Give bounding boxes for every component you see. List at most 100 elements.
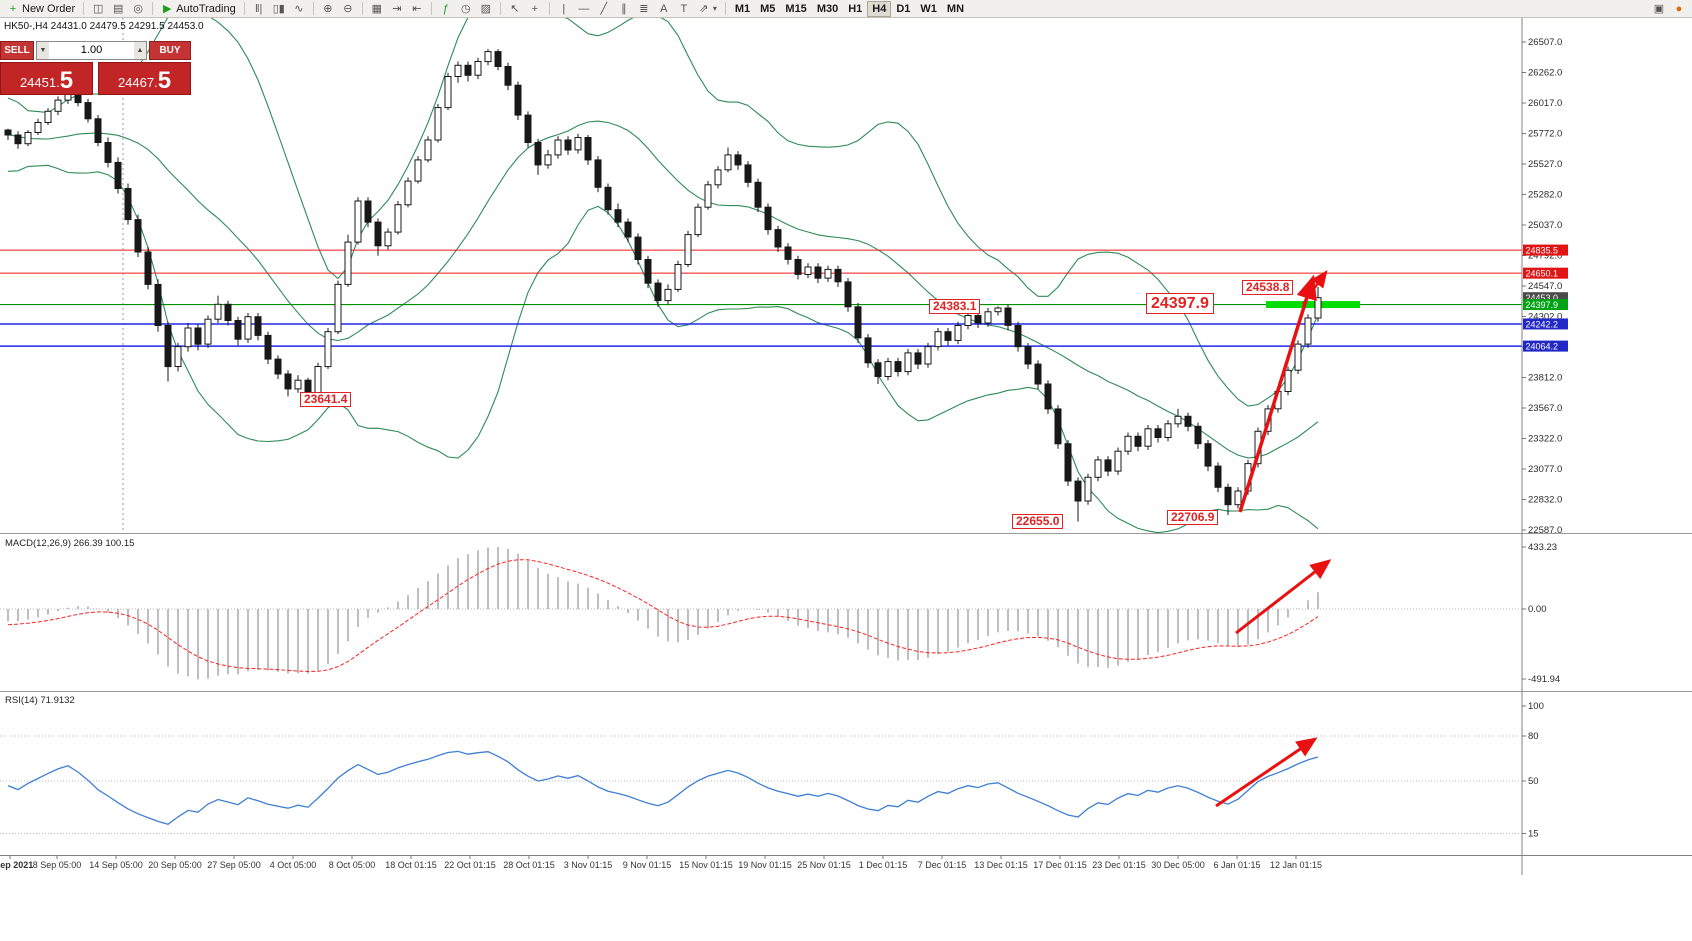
time-axis-label: 20 Sep 05:00 [148, 860, 202, 870]
price-annotation[interactable]: 23641.4 [300, 392, 352, 407]
trendline-button[interactable]: ╱ [594, 1, 614, 17]
candle [834, 268, 842, 283]
tf-m1[interactable]: M1 [730, 1, 755, 17]
tf-m30[interactable]: M30 [812, 1, 843, 17]
candle [704, 184, 712, 208]
tf-h4[interactable]: H4 [867, 0, 892, 17]
tf-d1[interactable]: D1 [891, 1, 915, 17]
volume-up-button[interactable]: ▲ [134, 42, 146, 59]
price-badge-label: 24835.5 [1526, 246, 1559, 256]
time-axis-label: 12 Jan 01:15 [1270, 860, 1322, 870]
profiles-button[interactable]: ▤ [108, 1, 128, 17]
candle [1004, 307, 1012, 326]
price-annotation[interactable]: 24538.8 [1242, 280, 1294, 295]
price-annotation[interactable]: 24397.9 [1146, 293, 1214, 314]
indicators-button[interactable]: ƒ [436, 1, 456, 17]
buy-button[interactable]: BUY [149, 41, 191, 60]
auto-scroll-button[interactable]: ⇥ [387, 1, 407, 17]
candle [274, 358, 282, 375]
macd-axis-label: 433.23 [1528, 542, 1557, 553]
channel-button[interactable]: ∥ [614, 1, 634, 17]
candle [84, 102, 92, 120]
highlight-segment[interactable] [1266, 301, 1360, 309]
candle [1304, 317, 1312, 345]
autotrading-button[interactable]: ▶ AutoTrading [157, 1, 240, 17]
strategy-tester-button[interactable]: ◎ [128, 1, 148, 17]
time-axis-label: 23 Dec 01:15 [1092, 860, 1146, 870]
strategy-tester-icon: ◎ [133, 2, 143, 15]
trend-arrow-small[interactable] [1301, 269, 1328, 305]
print-button[interactable]: ▣ [1649, 1, 1669, 17]
horizontal-line-button[interactable]: — [574, 1, 594, 17]
price-annotation[interactable]: 22655.0 [1012, 514, 1064, 529]
candle [634, 236, 642, 261]
price-annotation[interactable]: 22706.9 [1167, 510, 1219, 525]
macd-trend-arrow[interactable] [1235, 559, 1332, 635]
sell-price-display[interactable]: 24451. 5 [0, 62, 93, 95]
templates-icon: ▨ [480, 2, 492, 15]
macd-axis-label: 0.00 [1528, 604, 1547, 615]
line-chart-button[interactable]: ∿ [289, 1, 309, 17]
candle [734, 154, 742, 166]
price-axis-label: 26262.0 [1528, 68, 1562, 79]
sell-button[interactable]: SELL [0, 41, 34, 60]
cursor-button[interactable]: ↖ [505, 1, 525, 17]
candle [864, 337, 872, 364]
candle [454, 64, 462, 78]
toolbar-separator [243, 2, 245, 15]
shapes-button[interactable]: ⇗ ▾ [694, 1, 721, 17]
candle [894, 361, 902, 373]
time-axis-label: 6 Jan 01:15 [1213, 860, 1260, 870]
volume-value[interactable]: 1.00 [80, 44, 103, 56]
candle [794, 259, 802, 275]
candle [574, 137, 582, 151]
price-badge [1523, 299, 1568, 311]
candle [774, 229, 782, 248]
volume-field[interactable]: ▼ 1.00 ▲ [36, 41, 147, 60]
buy-price-display[interactable]: 24467. 5 [98, 62, 191, 95]
fibonacci-button[interactable]: ≣ [634, 1, 654, 17]
candle [234, 320, 242, 340]
tf-w1[interactable]: W1 [915, 1, 942, 17]
new-chart-button[interactable]: ◫ [88, 1, 108, 17]
tf-m5[interactable]: M5 [755, 1, 780, 17]
vertical-line-button[interactable]: | [554, 1, 574, 17]
bar-chart-button[interactable]: ‖| [249, 1, 269, 17]
candle [1184, 415, 1192, 427]
indicators-icon: ƒ [442, 2, 449, 15]
periods-button[interactable]: ◷ [456, 1, 476, 17]
trendline-icon: ╱ [600, 2, 608, 15]
toolbar: + New Order ◫ ▤ ◎ ▶ AutoTrading ‖| ▯▮ ∿ ⊕ ⊖ ▦ ⇥ ⇤ ƒ ◷ ▨ ↖ +… [0, 0, 1692, 18]
candle [334, 283, 342, 333]
time-axis-label: 13 Dec 01:15 [974, 860, 1028, 870]
tf-m15[interactable]: M15 [780, 1, 811, 17]
templates-button[interactable]: ▨ [476, 1, 496, 17]
label-button[interactable]: T [674, 1, 694, 17]
zoom-out-button[interactable]: ⊖ [338, 1, 358, 17]
rsi-trend-arrow[interactable] [1215, 737, 1318, 808]
candle [4, 129, 12, 136]
chevron-down-icon: ▾ [712, 4, 717, 13]
time-axis-label: 27 Sep 05:00 [207, 860, 261, 870]
candle [1064, 443, 1072, 482]
new-order-button[interactable]: + New Order [3, 1, 79, 17]
candle [944, 331, 952, 341]
text-button[interactable]: A [654, 1, 674, 17]
trend-arrow-main[interactable] [1238, 274, 1317, 513]
candle [914, 352, 922, 365]
status-ball-icon[interactable]: ● [1669, 1, 1689, 17]
macd-label: MACD(12,26,9) 266.39 100.15 [5, 538, 134, 549]
candlestick-chart-button[interactable]: ▯▮ [269, 1, 289, 17]
volume-down-button[interactable]: ▼ [37, 42, 49, 59]
tf-mn[interactable]: MN [942, 1, 969, 17]
crosshair-button[interactable]: + [525, 1, 545, 17]
tile-windows-button[interactable]: ▦ [367, 1, 387, 17]
tf-h1[interactable]: H1 [843, 1, 867, 17]
chart-shift-button[interactable]: ⇤ [407, 1, 427, 17]
candle [984, 311, 992, 324]
candle [1234, 490, 1242, 506]
price-annotation[interactable]: 24383.1 [929, 299, 981, 314]
time-axis-label: 8 Sep 05:00 [33, 860, 82, 870]
zoom-in-button[interactable]: ⊕ [318, 1, 338, 17]
